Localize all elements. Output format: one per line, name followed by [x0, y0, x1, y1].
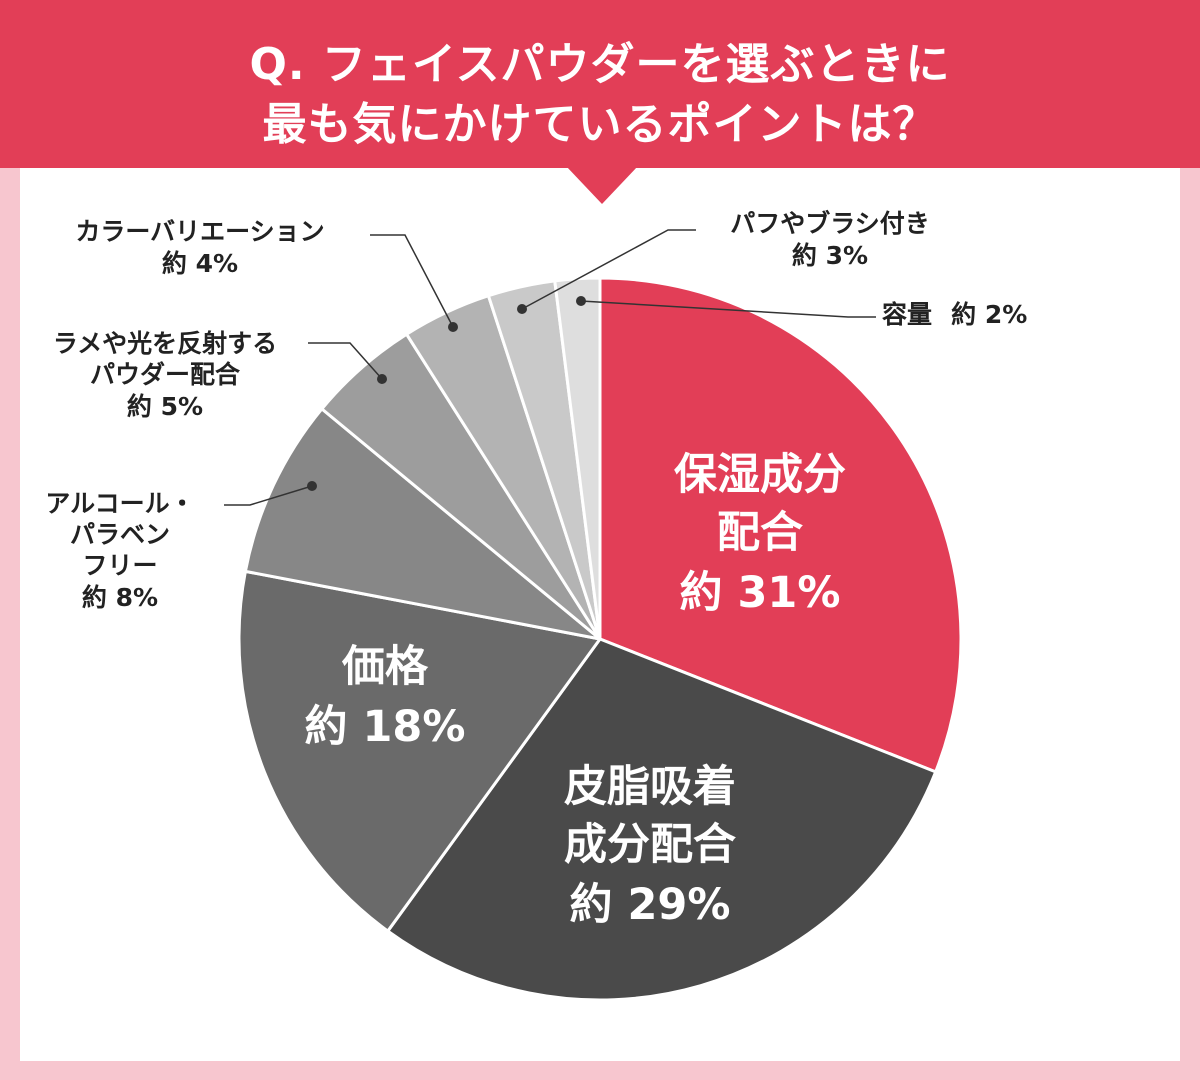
slice-label-alcohol-free: アルコール・ パラベン フリー 約 8%	[20, 488, 220, 615]
slice-label-glitter: ラメや光を反射する パウダー配合 約 5%	[20, 328, 310, 424]
slice-value-color-variation: 約 4%	[161, 249, 239, 278]
pie-slice-alcohol-free	[243, 407, 602, 641]
pie-chart	[224, 229, 963, 1002]
title-line-2: 最も気にかけているポイントは？	[262, 99, 938, 150]
slice-name-moisturizing-line-2: 配合	[717, 508, 803, 558]
slice-name-sebum-line-2: 成分配合	[564, 820, 736, 870]
slice-name-color-variation: カラーバリエーション	[75, 217, 325, 246]
slice-label-price: 価格 約 18%	[280, 638, 490, 758]
slice-value-glitter: 約 5%	[126, 392, 204, 421]
leader-line-capacity	[580, 300, 876, 318]
chart-panel: 保湿成分 配合 約 31% 皮脂吸着 成分配合 約 29% 価格 約 18% ア…	[20, 168, 1180, 1061]
slice-value-sebum: 約 29%	[569, 880, 731, 930]
slice-label-color-variation: カラーバリエーション 約 4%	[50, 216, 350, 281]
slice-value-alcohol-free: 約 8%	[81, 583, 159, 612]
leader-dot-puff-brush	[517, 304, 527, 314]
slice-name-sebum-line-1: 皮脂吸着	[564, 762, 736, 812]
slice-label-capacity: 容量 約 2%	[882, 298, 1052, 332]
leader-dot-alcohol-free	[307, 481, 317, 491]
pie-slice-moisturizing	[598, 276, 963, 774]
pie-slice-sebum	[386, 637, 938, 1002]
slice-name-puff-brush: パフやブラシ付き	[730, 209, 930, 238]
slice-label-puff-brush: パフやブラシ付き 約 3%	[700, 208, 960, 273]
title-line-1: Q. フェイスパウダーを選ぶときに	[249, 39, 951, 90]
slice-name-glitter-line-1: ラメや光を反射する	[52, 329, 278, 358]
leader-line-glitter	[308, 342, 383, 380]
leader-line-color-variation	[370, 234, 454, 328]
slice-name-alcohol-free-line-3: フリー	[82, 551, 158, 580]
leader-line-puff-brush	[521, 229, 696, 310]
leader-dot-glitter	[377, 374, 387, 384]
slice-value-price: 約 18%	[304, 702, 466, 752]
leader-dot-color-variation	[448, 322, 458, 332]
leader-line-alcohol-free	[224, 485, 313, 506]
title-pointer	[566, 166, 638, 204]
slice-name-alcohol-free-line-2: パラベン	[69, 520, 170, 549]
slice-value-capacity: 約 2%	[951, 300, 1028, 329]
slice-label-sebum: 皮脂吸着 成分配合 約 29%	[490, 758, 810, 936]
slice-name-glitter-line-2: パウダー配合	[89, 360, 240, 389]
slice-name-moisturizing-line-1: 保湿成分	[674, 450, 846, 500]
slice-value-puff-brush: 約 3%	[791, 241, 869, 270]
slice-value-moisturizing: 約 31%	[679, 568, 841, 618]
slice-name-capacity: 容量	[882, 300, 933, 329]
slice-name-alcohol-free-line-1: アルコール・	[45, 489, 195, 518]
slice-label-moisturizing: 保湿成分 配合 約 31%	[640, 446, 880, 624]
leader-dot-capacity	[576, 296, 586, 306]
pie-slice-price	[237, 569, 602, 933]
slice-name-price: 価格	[342, 642, 428, 692]
title-banner: Q. フェイスパウダーを選ぶときに 最も気にかけているポイントは？	[0, 0, 1200, 168]
